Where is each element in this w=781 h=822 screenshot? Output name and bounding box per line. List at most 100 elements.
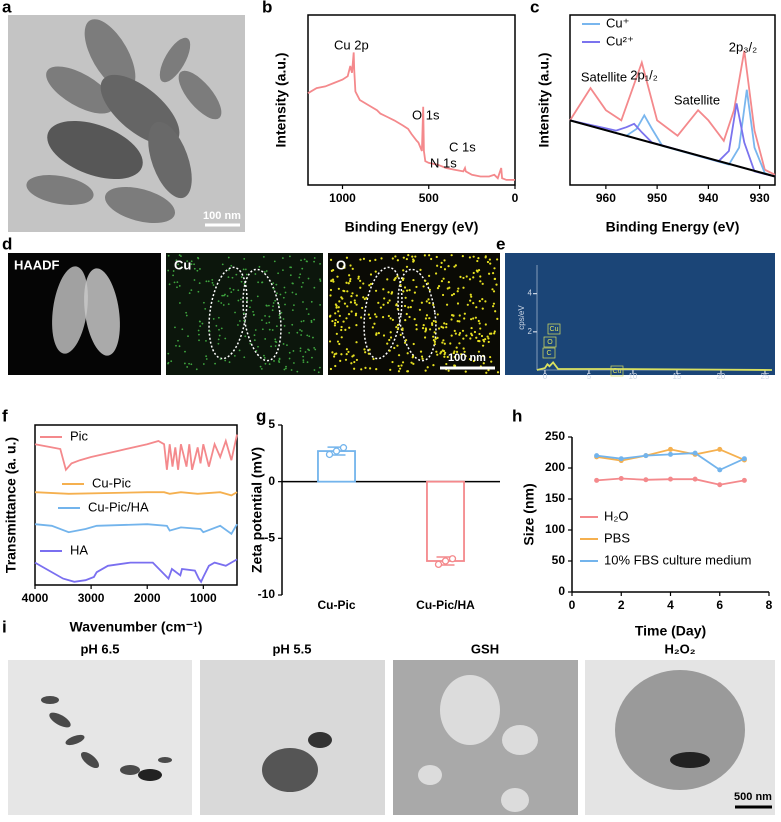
dot <box>495 283 498 286</box>
dot <box>432 303 435 306</box>
dot <box>462 347 465 350</box>
dot <box>291 323 294 326</box>
dot <box>217 342 220 345</box>
tem-image <box>8 660 192 815</box>
dot <box>428 274 431 277</box>
dot <box>405 339 408 342</box>
dot <box>431 323 434 327</box>
dot <box>274 345 277 347</box>
series-line <box>307 52 515 181</box>
series-line <box>569 119 776 178</box>
dot <box>201 322 204 325</box>
dot <box>238 349 241 352</box>
x-tick-label: 5 <box>587 372 592 381</box>
dot <box>237 324 239 326</box>
dot <box>230 291 233 294</box>
dot <box>175 259 178 262</box>
dot <box>475 336 478 339</box>
dot <box>486 260 490 264</box>
dot <box>335 352 338 355</box>
dot <box>179 266 182 269</box>
panel-label: b <box>262 0 272 16</box>
dot <box>357 277 360 280</box>
dot <box>428 254 431 257</box>
legend-label: 10% FBS culture medium <box>604 552 751 567</box>
dot <box>418 308 422 311</box>
dot <box>484 323 487 326</box>
dot <box>263 271 266 273</box>
dot <box>190 263 193 266</box>
panel-label: i <box>2 617 7 636</box>
dot <box>319 280 322 282</box>
dot <box>363 297 366 301</box>
dot <box>314 348 317 351</box>
dot <box>197 256 199 259</box>
dot <box>496 317 499 320</box>
dot <box>177 263 180 266</box>
dot <box>332 355 336 358</box>
dot <box>331 351 334 354</box>
dot <box>268 304 270 307</box>
dot <box>353 360 356 364</box>
dot <box>347 313 351 316</box>
dot <box>345 256 349 259</box>
dot <box>432 319 435 323</box>
dot <box>401 361 405 364</box>
dot <box>336 340 340 343</box>
dot <box>360 316 363 319</box>
dot <box>221 294 224 297</box>
y-axis-label: Intensity (a.u.) <box>536 53 552 148</box>
dot <box>277 272 280 275</box>
dot <box>396 307 399 311</box>
dot <box>486 335 489 338</box>
dot <box>284 291 287 294</box>
dot <box>302 301 304 303</box>
dot <box>462 276 465 280</box>
dot <box>344 328 347 331</box>
dot <box>388 299 391 302</box>
dot <box>188 292 191 295</box>
dot <box>270 345 272 348</box>
dot <box>208 330 211 333</box>
dot <box>174 326 176 329</box>
dot <box>227 276 230 279</box>
bar <box>317 450 356 483</box>
dot <box>211 278 214 281</box>
dot <box>197 290 200 293</box>
dot <box>349 277 352 281</box>
dot <box>394 255 397 258</box>
dot <box>329 294 332 297</box>
dot <box>346 305 349 308</box>
dot <box>430 257 433 261</box>
dot <box>180 255 182 258</box>
dot <box>172 270 175 272</box>
dot <box>407 254 410 257</box>
legend-label: Cu-Pic <box>92 475 132 490</box>
dot <box>354 312 358 315</box>
dot <box>372 357 375 361</box>
dot <box>203 301 205 304</box>
dot <box>381 316 385 319</box>
dot <box>288 351 291 354</box>
dot <box>405 257 408 261</box>
dot <box>369 367 372 370</box>
dot <box>408 289 411 292</box>
dot <box>386 301 390 304</box>
dot <box>395 304 398 307</box>
dot <box>373 313 377 316</box>
dot <box>481 298 484 301</box>
dot <box>313 346 316 349</box>
y-axis-label: Size (nm) <box>521 483 537 545</box>
dot <box>463 317 466 320</box>
particles <box>41 670 745 792</box>
dot <box>472 302 475 305</box>
dot <box>303 258 306 261</box>
dot <box>349 264 352 267</box>
dot <box>340 336 343 339</box>
dot <box>414 255 417 258</box>
x-axis-label: Wavenumber (cm⁻¹) <box>70 619 203 635</box>
dot <box>257 281 260 284</box>
dot <box>476 259 479 263</box>
dot <box>472 317 475 320</box>
